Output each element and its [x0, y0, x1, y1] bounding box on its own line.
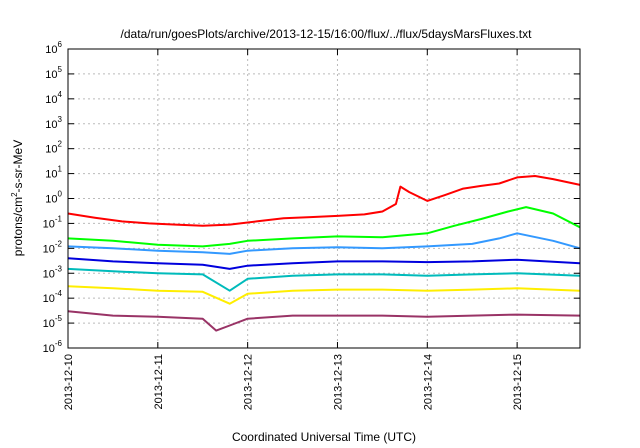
y-tick-label: 10-5 [43, 314, 63, 330]
y-tick-label: 106 [45, 40, 62, 56]
x-tick-label: 2013-12-13 [332, 354, 344, 410]
x-axis-ticks: 2013-12-10 2013-12-11 2013-12-12 2013-12-13… [63, 49, 524, 410]
y-axis-label-before: protons/cm [11, 197, 25, 256]
grid [68, 49, 580, 348]
y-tick-label: 102 [45, 140, 62, 156]
series-group [67, 175, 581, 332]
y-tick-label: 105 [45, 65, 62, 81]
y-tick-label: 103 [45, 115, 62, 131]
series-line [67, 232, 581, 255]
series-line [67, 267, 581, 292]
x-tick-label: 2013-12-15 [512, 354, 524, 410]
y-tick-label: 10-1 [43, 214, 63, 230]
x-tick-label: 2013-12-12 [243, 354, 255, 410]
y-tick-label: 101 [45, 165, 62, 181]
y-tick-label: 10-2 [43, 239, 63, 255]
y-tick-label: 10-6 [43, 339, 63, 355]
y-axis-ticks: 10-6 10-5 10-4 10-3 10-2 10-1 100 101 102 103 104 1… [43, 40, 580, 355]
series-line [67, 310, 581, 332]
series-line [67, 257, 581, 270]
x-tick-label: 2013-12-11 [153, 354, 165, 409]
x-axis-label: Coordinated Universal Time (UTC) [232, 430, 416, 444]
x-tick-label: 2013-12-10 [63, 354, 75, 410]
y-axis-label: protons/cm2-s-sr-MeV [10, 140, 25, 256]
y-axis-label-sup: 2 [10, 192, 19, 197]
y-axis-label-after: -s-sr-MeV [11, 140, 25, 193]
y-tick-label: 100 [45, 190, 62, 206]
series-line [67, 285, 581, 305]
x-tick-label: 2013-12-14 [422, 354, 434, 410]
chart-title: /data/run/goesPlots/archive/2013-12-15/1… [121, 27, 533, 41]
y-tick-label: 10-4 [43, 289, 63, 305]
y-tick-label: 104 [45, 90, 62, 106]
series-line [67, 206, 581, 248]
y-tick-label: 10-3 [43, 264, 63, 280]
series-line [67, 175, 581, 227]
